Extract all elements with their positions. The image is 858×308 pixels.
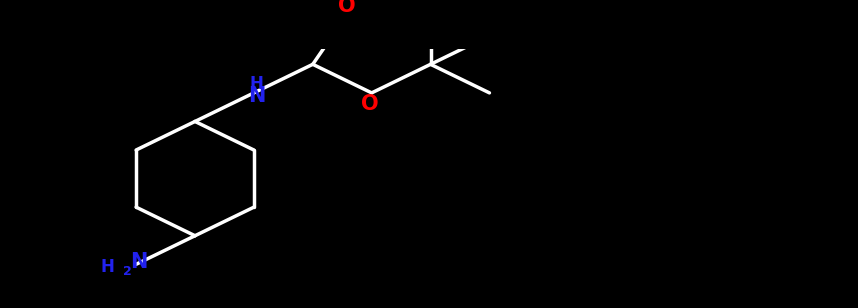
Text: H: H [100,258,114,276]
Text: 2: 2 [123,265,131,278]
Text: H: H [250,75,263,93]
Text: N: N [130,252,148,272]
Text: O: O [361,94,378,114]
Text: O: O [338,0,355,16]
Text: N: N [248,86,266,106]
